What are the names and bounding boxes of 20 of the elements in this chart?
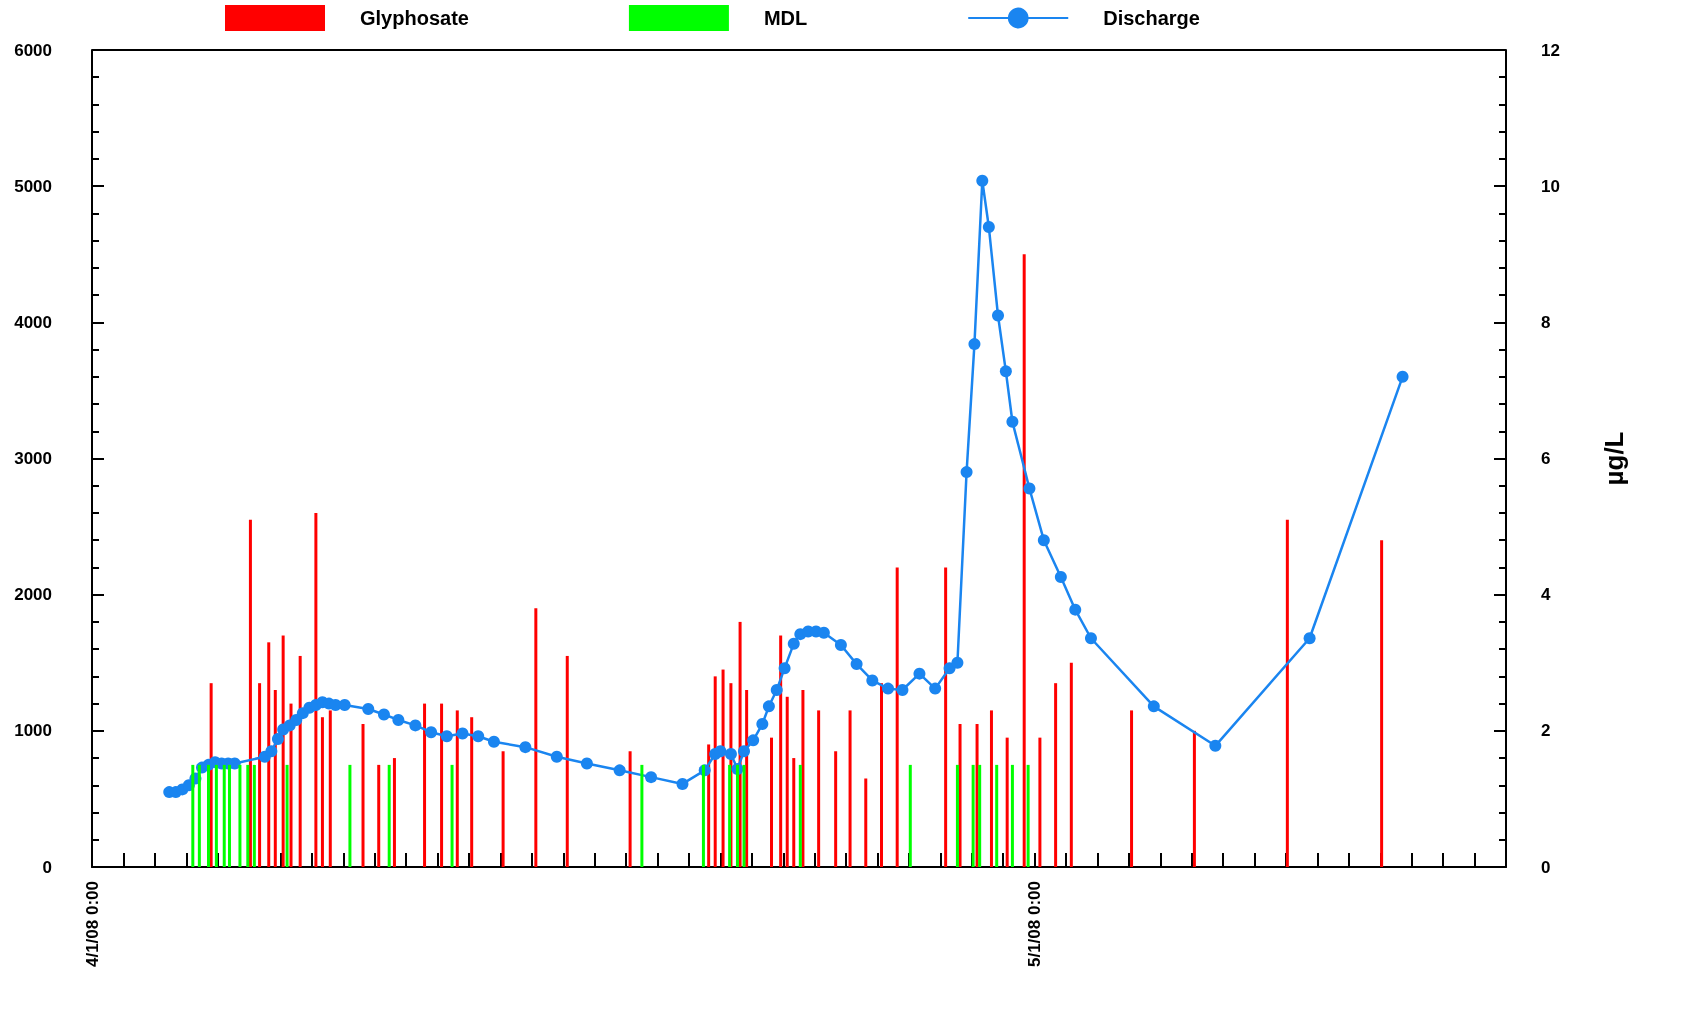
y-tick-label: 2000 (14, 585, 52, 605)
y2-tick-label: 6 (1541, 449, 1551, 468)
y-tick-label: 0 (42, 857, 52, 877)
x-tick-label: 5/1/08 0:00 (1025, 881, 1045, 968)
y2-tick-label: 12 (1541, 40, 1560, 60)
legend-label: Discharge (1103, 7, 1200, 29)
y2-axis-title: µg/L (1599, 431, 1629, 486)
legend-label: Glyphosate (360, 7, 469, 29)
legend-label: MDL (763, 7, 808, 29)
y-tick-label: 4000 (14, 312, 52, 332)
y-tick-label: 3000 (14, 449, 52, 468)
y2-tick-label: 4 (1541, 585, 1551, 605)
y2-tick-label: 2 (1541, 721, 1551, 741)
y-tick-label: 1000 (14, 721, 52, 741)
y2-tick-label: 8 (1541, 312, 1551, 332)
y2-tick-label: 0 (1541, 857, 1551, 877)
y2-tick-label: 10 (1541, 176, 1560, 196)
y-tick-label: 5000 (14, 176, 52, 196)
y-tick-label: 6000 (14, 40, 52, 60)
x-tick-label: 4/1/08 0:00 (82, 881, 102, 968)
